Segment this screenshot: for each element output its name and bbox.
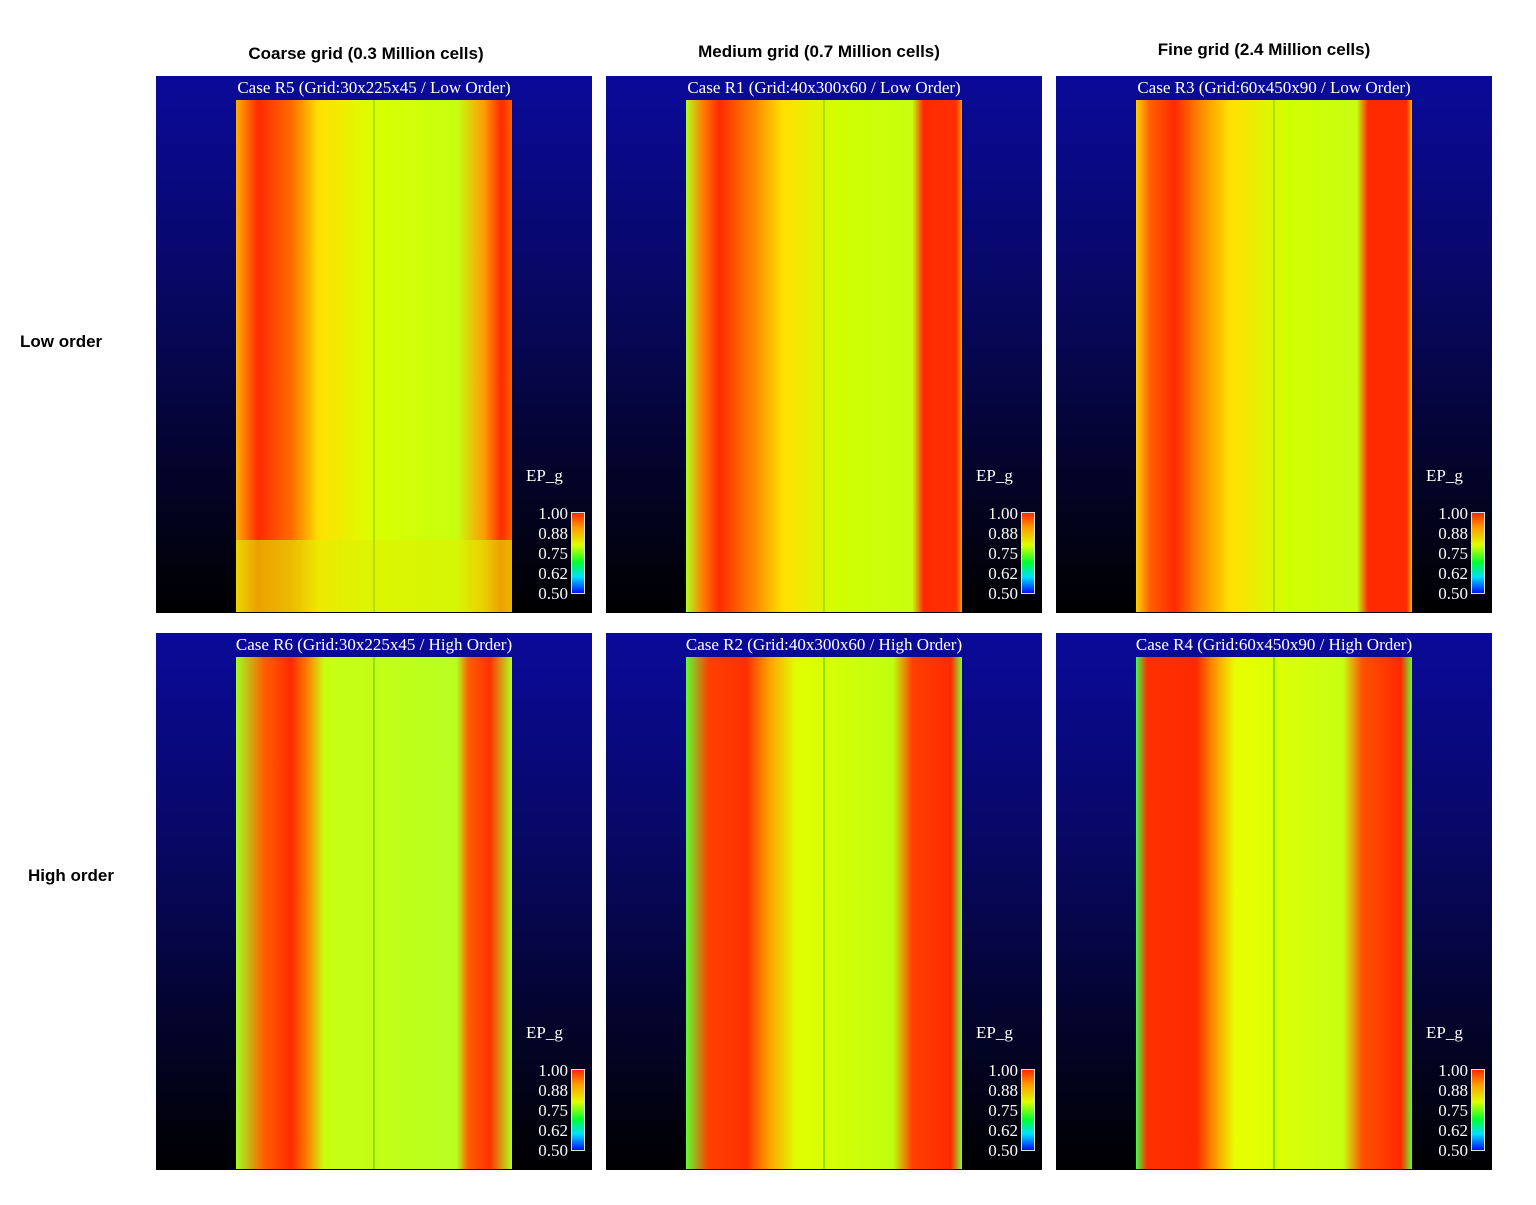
colorbar bbox=[1471, 1069, 1485, 1151]
legend-title: EP_g bbox=[526, 466, 563, 485]
contour-field bbox=[236, 657, 512, 1169]
legend-tick-labels: 1.00 0.88 0.75 0.62 0.50 bbox=[988, 1061, 1018, 1160]
panel-title: Case R5 (Grid:30x225x45 / Low Order) bbox=[237, 78, 511, 97]
panel-title: Case R6 (Grid:30x225x45 / High Order) bbox=[235, 635, 513, 654]
colorbar bbox=[1021, 1069, 1035, 1151]
panel-title: Case R1 (Grid:40x300x60 / Low Order) bbox=[687, 78, 961, 97]
legend-tick-labels: 1.00 0.88 0.75 0.62 0.50 bbox=[538, 504, 568, 603]
column-title-medium: Medium grid (0.7 Million cells) bbox=[698, 42, 940, 61]
colorbar bbox=[571, 512, 585, 594]
panel-title: Case R3 (Grid:60x450x90 / Low Order) bbox=[1137, 78, 1411, 97]
legend-title: EP_g bbox=[976, 1023, 1013, 1042]
contour-field bbox=[236, 100, 512, 612]
legend-tick-labels: 1.00 0.88 0.75 0.62 0.50 bbox=[1438, 504, 1468, 603]
colorbar bbox=[571, 1069, 585, 1151]
panel-case-r3: Case R3 (Grid:60x450x90 / Low Order) EP_… bbox=[1056, 76, 1492, 613]
legend-title: EP_g bbox=[1426, 466, 1463, 485]
contour-field bbox=[1136, 657, 1412, 1169]
panel-case-r1: Case R1 (Grid:40x300x60 / Low Order) EP_… bbox=[606, 76, 1042, 613]
legend-tick-labels: 1.00 0.88 0.75 0.62 0.50 bbox=[538, 1061, 568, 1160]
column-title-coarse: Coarse grid (0.3 Million cells) bbox=[248, 44, 484, 63]
panel-case-r5: Case R5 (Grid:30x225x45 / Low Order) EP_… bbox=[156, 76, 592, 613]
panel-title: Case R2 (Grid:40x300x60 / High Order) bbox=[685, 635, 963, 654]
panel-case-r6: Case R6 (Grid:30x225x45 / High Order) EP… bbox=[156, 633, 592, 1170]
row-label-high-order: High order bbox=[28, 866, 114, 885]
legend-title: EP_g bbox=[976, 466, 1013, 485]
contour-field bbox=[1136, 100, 1412, 612]
panel-case-r4: Case R4 (Grid:60x450x90 / High Order) EP… bbox=[1056, 633, 1492, 1170]
contour-field bbox=[686, 657, 962, 1169]
column-title-fine: Fine grid (2.4 Million cells) bbox=[1157, 40, 1371, 59]
panel-title: Case R4 (Grid:60x450x90 / High Order) bbox=[1135, 635, 1413, 654]
legend-title: EP_g bbox=[526, 1023, 563, 1042]
legend-title: EP_g bbox=[1426, 1023, 1463, 1042]
colorbar bbox=[1471, 512, 1485, 594]
colorbar bbox=[1021, 512, 1035, 594]
legend-tick-labels: 1.00 0.88 0.75 0.62 0.50 bbox=[1438, 1061, 1468, 1160]
panel-case-r2: Case R2 (Grid:40x300x60 / High Order) EP… bbox=[606, 633, 1042, 1170]
legend-tick-labels: 1.00 0.88 0.75 0.62 0.50 bbox=[988, 504, 1018, 603]
row-label-low-order: Low order bbox=[20, 332, 103, 351]
contour-field bbox=[686, 100, 962, 612]
